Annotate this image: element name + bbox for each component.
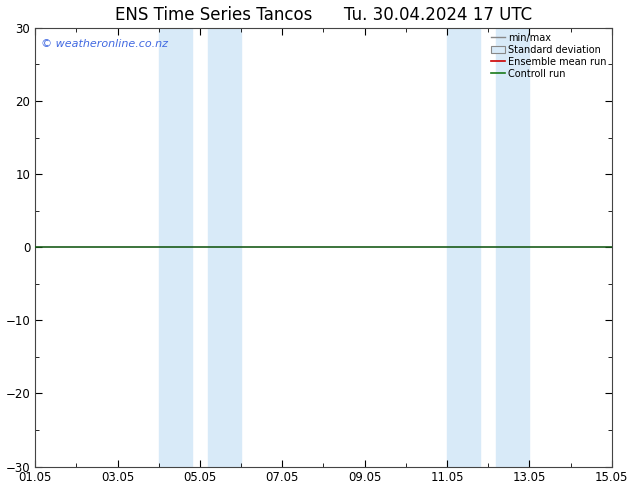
Title: ENS Time Series Tancos      Tu. 30.04.2024 17 UTC: ENS Time Series Tancos Tu. 30.04.2024 17… — [115, 5, 532, 24]
Legend: min/max, Standard deviation, Ensemble mean run, Controll run: min/max, Standard deviation, Ensemble me… — [489, 31, 609, 80]
Bar — [496, 28, 529, 466]
Bar — [158, 28, 191, 466]
Text: © weatheronline.co.nz: © weatheronline.co.nz — [41, 39, 168, 49]
Bar — [208, 28, 241, 466]
Bar — [447, 28, 480, 466]
